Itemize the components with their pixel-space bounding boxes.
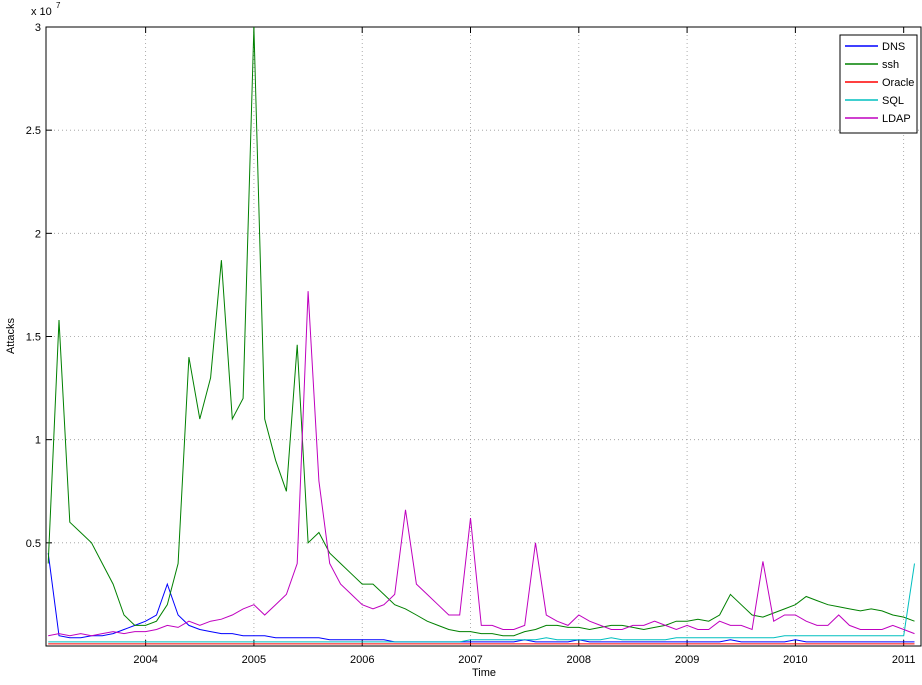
x-tick-label: 2005 xyxy=(242,654,266,666)
x-tick-label: 2007 xyxy=(458,654,482,666)
x-axis-label: Time xyxy=(472,667,496,679)
y-tick-label: 3 xyxy=(35,22,41,34)
series-line xyxy=(48,291,915,637)
x-tick-label: 2010 xyxy=(783,654,807,666)
x-tick-label: 2009 xyxy=(675,654,699,666)
series-line xyxy=(47,26,915,637)
legend-label: Oracle xyxy=(882,77,914,89)
y-exponent-base: x 10 xyxy=(31,6,52,18)
legend-label: LDAP xyxy=(882,113,911,125)
y-exponent: 7 xyxy=(56,1,61,10)
x-tick-label: 2004 xyxy=(133,654,157,666)
y-tick-label: 0.5 xyxy=(26,538,41,550)
legend-label: ssh xyxy=(882,59,899,71)
legend-label: DNS xyxy=(882,41,905,53)
x-tick-label: 2006 xyxy=(350,654,374,666)
y-axis-label: Attacks xyxy=(5,317,17,354)
series-line xyxy=(48,563,915,643)
legend-box xyxy=(839,34,918,134)
y-tick-label: 2.5 xyxy=(26,125,41,137)
plot-frame xyxy=(45,26,922,647)
y-tick-label: 1 xyxy=(35,435,41,447)
x-tick-label: 2011 xyxy=(892,654,916,666)
series-line xyxy=(47,553,915,643)
y-tick-label: 2 xyxy=(35,228,41,240)
legend-label: SQL xyxy=(882,95,904,107)
legend: DNS ssh Oracle SQL LDAP xyxy=(839,34,918,134)
y-tick-label: 1.5 xyxy=(26,332,41,344)
x-tick-label: 2008 xyxy=(567,654,591,666)
